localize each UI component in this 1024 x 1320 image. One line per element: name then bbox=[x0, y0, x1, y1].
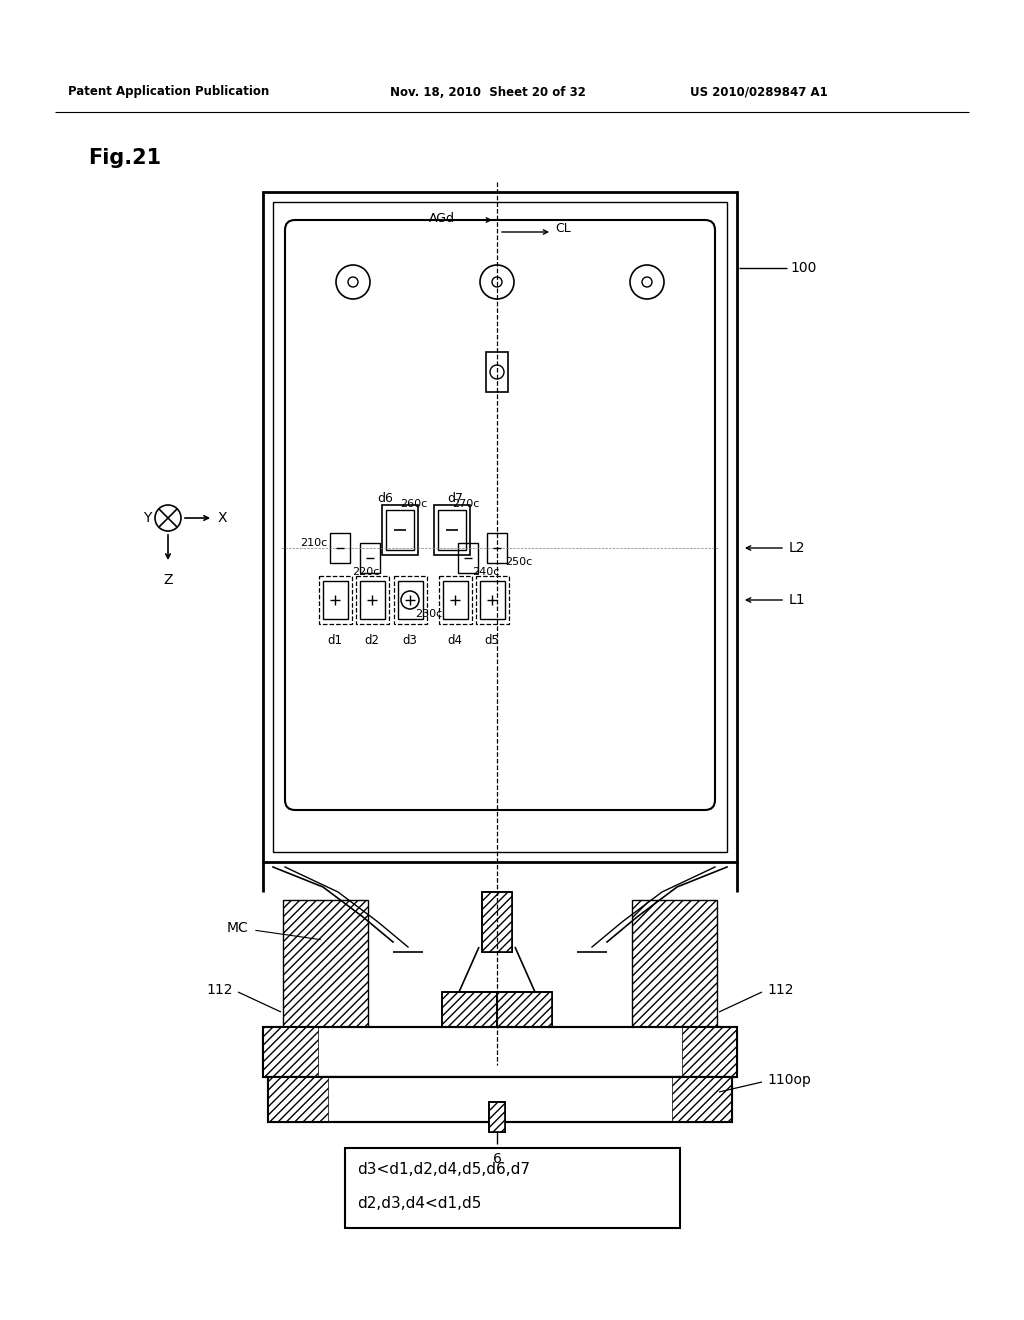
Bar bbox=[345, 1148, 680, 1228]
Bar bbox=[268, 1077, 732, 1122]
Text: Nov. 18, 2010  Sheet 20 of 32: Nov. 18, 2010 Sheet 20 of 32 bbox=[390, 86, 586, 99]
Bar bbox=[486, 352, 508, 392]
Bar bbox=[398, 581, 423, 619]
Bar bbox=[356, 576, 389, 624]
Bar bbox=[489, 1102, 505, 1133]
Bar bbox=[323, 581, 348, 619]
Text: d1: d1 bbox=[328, 634, 342, 647]
Bar bbox=[442, 993, 497, 1072]
Bar bbox=[672, 1077, 732, 1122]
Bar bbox=[487, 533, 507, 564]
Text: X: X bbox=[218, 511, 227, 525]
Bar bbox=[434, 506, 470, 554]
Text: 230c: 230c bbox=[415, 609, 442, 619]
Bar bbox=[268, 1077, 732, 1122]
Bar bbox=[482, 892, 512, 952]
Text: 240c: 240c bbox=[472, 568, 500, 577]
Text: d2: d2 bbox=[365, 634, 380, 647]
Bar bbox=[360, 543, 380, 573]
Bar bbox=[442, 993, 497, 1072]
Bar bbox=[394, 576, 427, 624]
Bar bbox=[263, 1027, 737, 1077]
Text: L2: L2 bbox=[790, 541, 806, 554]
Circle shape bbox=[348, 277, 358, 286]
Text: d5: d5 bbox=[484, 634, 500, 647]
Bar bbox=[497, 993, 552, 1072]
Text: d2,d3,d4<d1,d5: d2,d3,d4<d1,d5 bbox=[357, 1196, 481, 1212]
Text: AGd: AGd bbox=[429, 211, 455, 224]
Bar bbox=[263, 191, 737, 862]
Bar bbox=[412, 1072, 582, 1102]
Text: d3: d3 bbox=[402, 634, 418, 647]
Text: CL: CL bbox=[555, 222, 570, 235]
Bar bbox=[480, 581, 505, 619]
Bar bbox=[263, 1027, 737, 1077]
Text: Fig.21: Fig.21 bbox=[88, 148, 161, 168]
Text: 100: 100 bbox=[790, 261, 816, 275]
Bar bbox=[497, 993, 552, 1072]
Text: Z: Z bbox=[163, 573, 173, 587]
Bar bbox=[386, 510, 414, 550]
Text: d4: d4 bbox=[447, 634, 463, 647]
Bar bbox=[489, 1102, 505, 1133]
Bar bbox=[268, 1077, 328, 1122]
Text: d7: d7 bbox=[447, 492, 463, 506]
Circle shape bbox=[642, 277, 652, 286]
Bar bbox=[273, 202, 727, 851]
Bar bbox=[319, 576, 352, 624]
Bar bbox=[482, 892, 512, 952]
Bar bbox=[497, 993, 552, 1072]
Bar bbox=[283, 900, 368, 1038]
Bar bbox=[412, 1072, 442, 1102]
Text: 270c: 270c bbox=[452, 499, 479, 510]
Bar bbox=[283, 900, 368, 1038]
Bar bbox=[682, 1027, 737, 1077]
Bar bbox=[382, 506, 418, 554]
Text: MC: MC bbox=[226, 921, 248, 935]
Text: 6: 6 bbox=[493, 1152, 502, 1166]
Bar bbox=[458, 543, 478, 573]
Text: 110op: 110op bbox=[767, 1073, 811, 1086]
Bar bbox=[552, 1072, 582, 1102]
Text: d6: d6 bbox=[377, 492, 393, 506]
Bar bbox=[438, 510, 466, 550]
Text: L1: L1 bbox=[790, 593, 806, 607]
Bar bbox=[482, 892, 512, 952]
Bar bbox=[412, 1072, 582, 1102]
Bar bbox=[263, 1027, 318, 1077]
Text: 250c: 250c bbox=[505, 557, 532, 568]
Text: Patent Application Publication: Patent Application Publication bbox=[68, 86, 269, 99]
Bar bbox=[439, 576, 472, 624]
Bar bbox=[443, 581, 468, 619]
Bar bbox=[330, 533, 350, 564]
Bar bbox=[489, 1102, 505, 1133]
Bar bbox=[632, 900, 717, 1038]
Text: 112: 112 bbox=[767, 983, 794, 997]
Text: d3<d1,d2,d4,d5,d6,d7: d3<d1,d2,d4,d5,d6,d7 bbox=[357, 1163, 530, 1177]
Text: US 2010/0289847 A1: US 2010/0289847 A1 bbox=[690, 86, 827, 99]
Bar bbox=[476, 576, 509, 624]
Text: 260c: 260c bbox=[400, 499, 427, 510]
Circle shape bbox=[492, 277, 502, 286]
Text: 210c: 210c bbox=[300, 539, 327, 548]
Text: 220c: 220c bbox=[352, 568, 379, 577]
Bar bbox=[442, 993, 497, 1072]
Text: 112: 112 bbox=[207, 983, 233, 997]
Bar bbox=[632, 900, 717, 1038]
Text: Y: Y bbox=[142, 511, 151, 525]
Bar bbox=[360, 581, 385, 619]
